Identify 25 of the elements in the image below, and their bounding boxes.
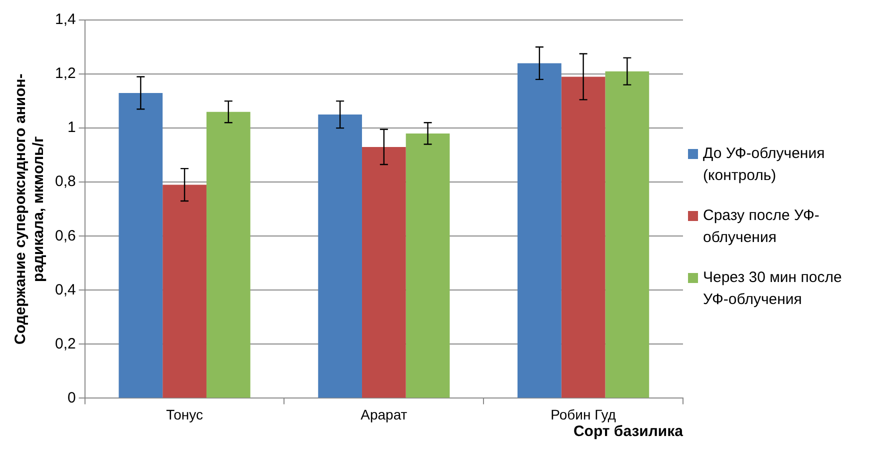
x-axis-title: Сорт базилика: [573, 423, 684, 440]
y-tick-label: 1,2: [54, 65, 76, 82]
bar: [561, 76, 606, 398]
y-tick-label: 1,4: [54, 11, 76, 28]
legend-label: Сразу после УФ-облучения: [703, 206, 820, 248]
y-tick-label: 0,2: [54, 335, 76, 352]
bar: [518, 63, 562, 398]
y-tick-label: 0: [68, 389, 76, 406]
bar: [206, 112, 250, 398]
bar: [605, 71, 650, 398]
x-tick-label: Робин Гуд: [550, 406, 616, 422]
bar: [362, 146, 406, 398]
x-tick-label: Арарат: [360, 406, 408, 422]
bar: [318, 114, 362, 398]
y-axis-title: Содержание супероксидного анион-радикала, мкмоль/г: [12, 74, 48, 345]
y-tick-label: 0,6: [54, 227, 76, 244]
bar: [162, 184, 206, 398]
bar: [406, 133, 450, 398]
bar: [118, 92, 163, 398]
x-tick-label: Тонус: [166, 406, 203, 422]
legend-label: Через 30 мин после УФ-облучения: [703, 268, 843, 310]
y-tick-label: 0,4: [54, 281, 76, 298]
legend-label: До УФ-облучения (контроль): [703, 144, 826, 186]
y-tick-label: 1: [68, 119, 76, 136]
y-tick-label: 0,8: [54, 173, 76, 190]
